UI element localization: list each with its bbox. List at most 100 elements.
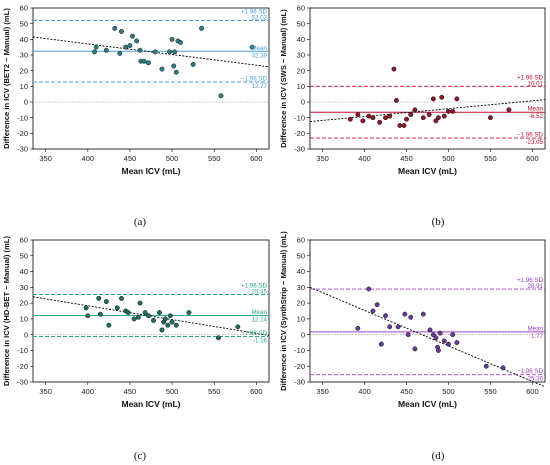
regression-line	[32, 36, 270, 68]
y-axis-label: Difference in ICV (HD-BET − Manual) (mL)	[2, 236, 11, 386]
data-point	[441, 113, 447, 119]
y-tick-label: 10	[297, 82, 305, 91]
data-point	[125, 310, 131, 316]
mean-value: 12.14	[252, 317, 268, 324]
y-tick-label: 30	[20, 51, 28, 60]
x-tick-label: 350	[316, 154, 329, 163]
data-point	[186, 310, 192, 316]
data-point	[162, 316, 168, 322]
data-point	[402, 311, 408, 317]
y-tick-label: -10	[17, 113, 28, 122]
y-tick-label: 0	[301, 98, 305, 107]
data-point	[401, 123, 407, 128]
data-point	[446, 341, 451, 347]
data-point	[370, 115, 376, 121]
data-point	[441, 338, 447, 344]
data-point	[420, 115, 426, 121]
data-point	[131, 316, 137, 322]
data-point	[85, 313, 91, 319]
lower-limit-label: −1.96 SD	[241, 330, 268, 337]
data-point	[119, 295, 124, 301]
data-point	[171, 63, 177, 69]
data-point	[405, 332, 411, 338]
data-point	[97, 311, 103, 317]
y-tick-label: 30	[297, 51, 305, 60]
data-point	[387, 324, 393, 330]
panel-caption: (c)	[134, 450, 147, 462]
y-tick-label: -10	[17, 346, 28, 355]
plot-frame	[32, 239, 270, 383]
upper-limit-label: +1.96 SD	[241, 9, 268, 16]
data-point	[454, 96, 460, 102]
data-point	[103, 299, 109, 304]
data-point	[412, 346, 418, 352]
y-tick-label: 50	[20, 19, 28, 28]
data-point	[454, 340, 460, 346]
plot-frame	[309, 239, 546, 383]
upper-limit-value: 28.91	[528, 283, 544, 290]
data-point	[169, 36, 175, 42]
data-point	[83, 305, 89, 311]
panel-caption: (a)	[134, 216, 147, 228]
upper-limit-label: +1.96 SD	[517, 74, 544, 81]
y-tick-label: 60	[20, 4, 28, 13]
y-tick-label: 50	[297, 251, 305, 260]
y-tick-label: 60	[297, 4, 305, 13]
data-point	[395, 324, 401, 330]
lower-limit-value: -1.16	[253, 337, 268, 344]
data-point	[112, 25, 118, 31]
y-tick-label: -30	[17, 145, 28, 154]
y-tick-label: 40	[297, 267, 305, 276]
x-tick-label: 350	[316, 387, 329, 396]
data-point	[199, 25, 205, 31]
data-point	[167, 313, 173, 319]
x-tick-label: 400	[82, 154, 95, 163]
x-axis-label: Mean ICV (mL)	[121, 166, 180, 176]
y-axis-label: Difference in ICV (BET2 − Manual) (mL)	[2, 8, 11, 149]
y-tick-label: 50	[297, 19, 305, 28]
data-point	[165, 322, 171, 328]
data-point	[404, 116, 409, 122]
data-point	[355, 112, 361, 117]
y-tick-label: -10	[294, 346, 305, 355]
panel-4: -30 -20 -10 0 10 20 30 40 50 60 350 400 450 500 550 600…	[279, 231, 546, 462]
x-tick-label: 550	[208, 154, 221, 163]
upper-limit-value: 10.01	[528, 80, 544, 87]
data-point	[114, 305, 120, 311]
data-point	[172, 49, 178, 55]
data-point	[235, 324, 241, 330]
data-point	[435, 115, 441, 121]
data-point	[412, 107, 418, 113]
data-point	[178, 40, 183, 45]
data-point	[360, 118, 366, 124]
data-point	[123, 44, 129, 50]
data-point	[156, 310, 162, 316]
data-point	[137, 300, 143, 306]
plot-frame	[309, 7, 546, 150]
data-point	[393, 97, 399, 103]
y-tick-label: 20	[20, 66, 28, 75]
panel-2: -30 -20 -10 0 10 20 30 40 50 60 350 400 450 500 550 600…	[279, 4, 546, 228]
x-tick-label: 400	[82, 387, 95, 396]
data-point	[167, 49, 172, 55]
mean-label: Mean	[528, 325, 544, 332]
y-tick-label: -30	[294, 145, 305, 154]
data-point	[366, 113, 372, 119]
x-tick-label: 400	[358, 154, 371, 163]
data-point	[93, 44, 99, 50]
y-tick-label: -10	[294, 113, 305, 122]
data-point	[500, 365, 506, 371]
data-point	[366, 286, 372, 292]
data-point	[137, 47, 143, 53]
data-point	[374, 302, 380, 308]
mean-label: Mean	[252, 45, 268, 52]
y-tick-label: 60	[20, 236, 28, 245]
x-tick-label: 500	[166, 154, 179, 163]
x-axis-label: Mean ICV (mL)	[398, 399, 457, 409]
data-point	[117, 50, 123, 56]
lower-limit-value: 12.77	[252, 83, 268, 90]
x-axis-label: Mean ICV (mL)	[398, 166, 457, 176]
data-point	[427, 327, 433, 333]
lower-limit-value: -23.05	[525, 139, 543, 146]
